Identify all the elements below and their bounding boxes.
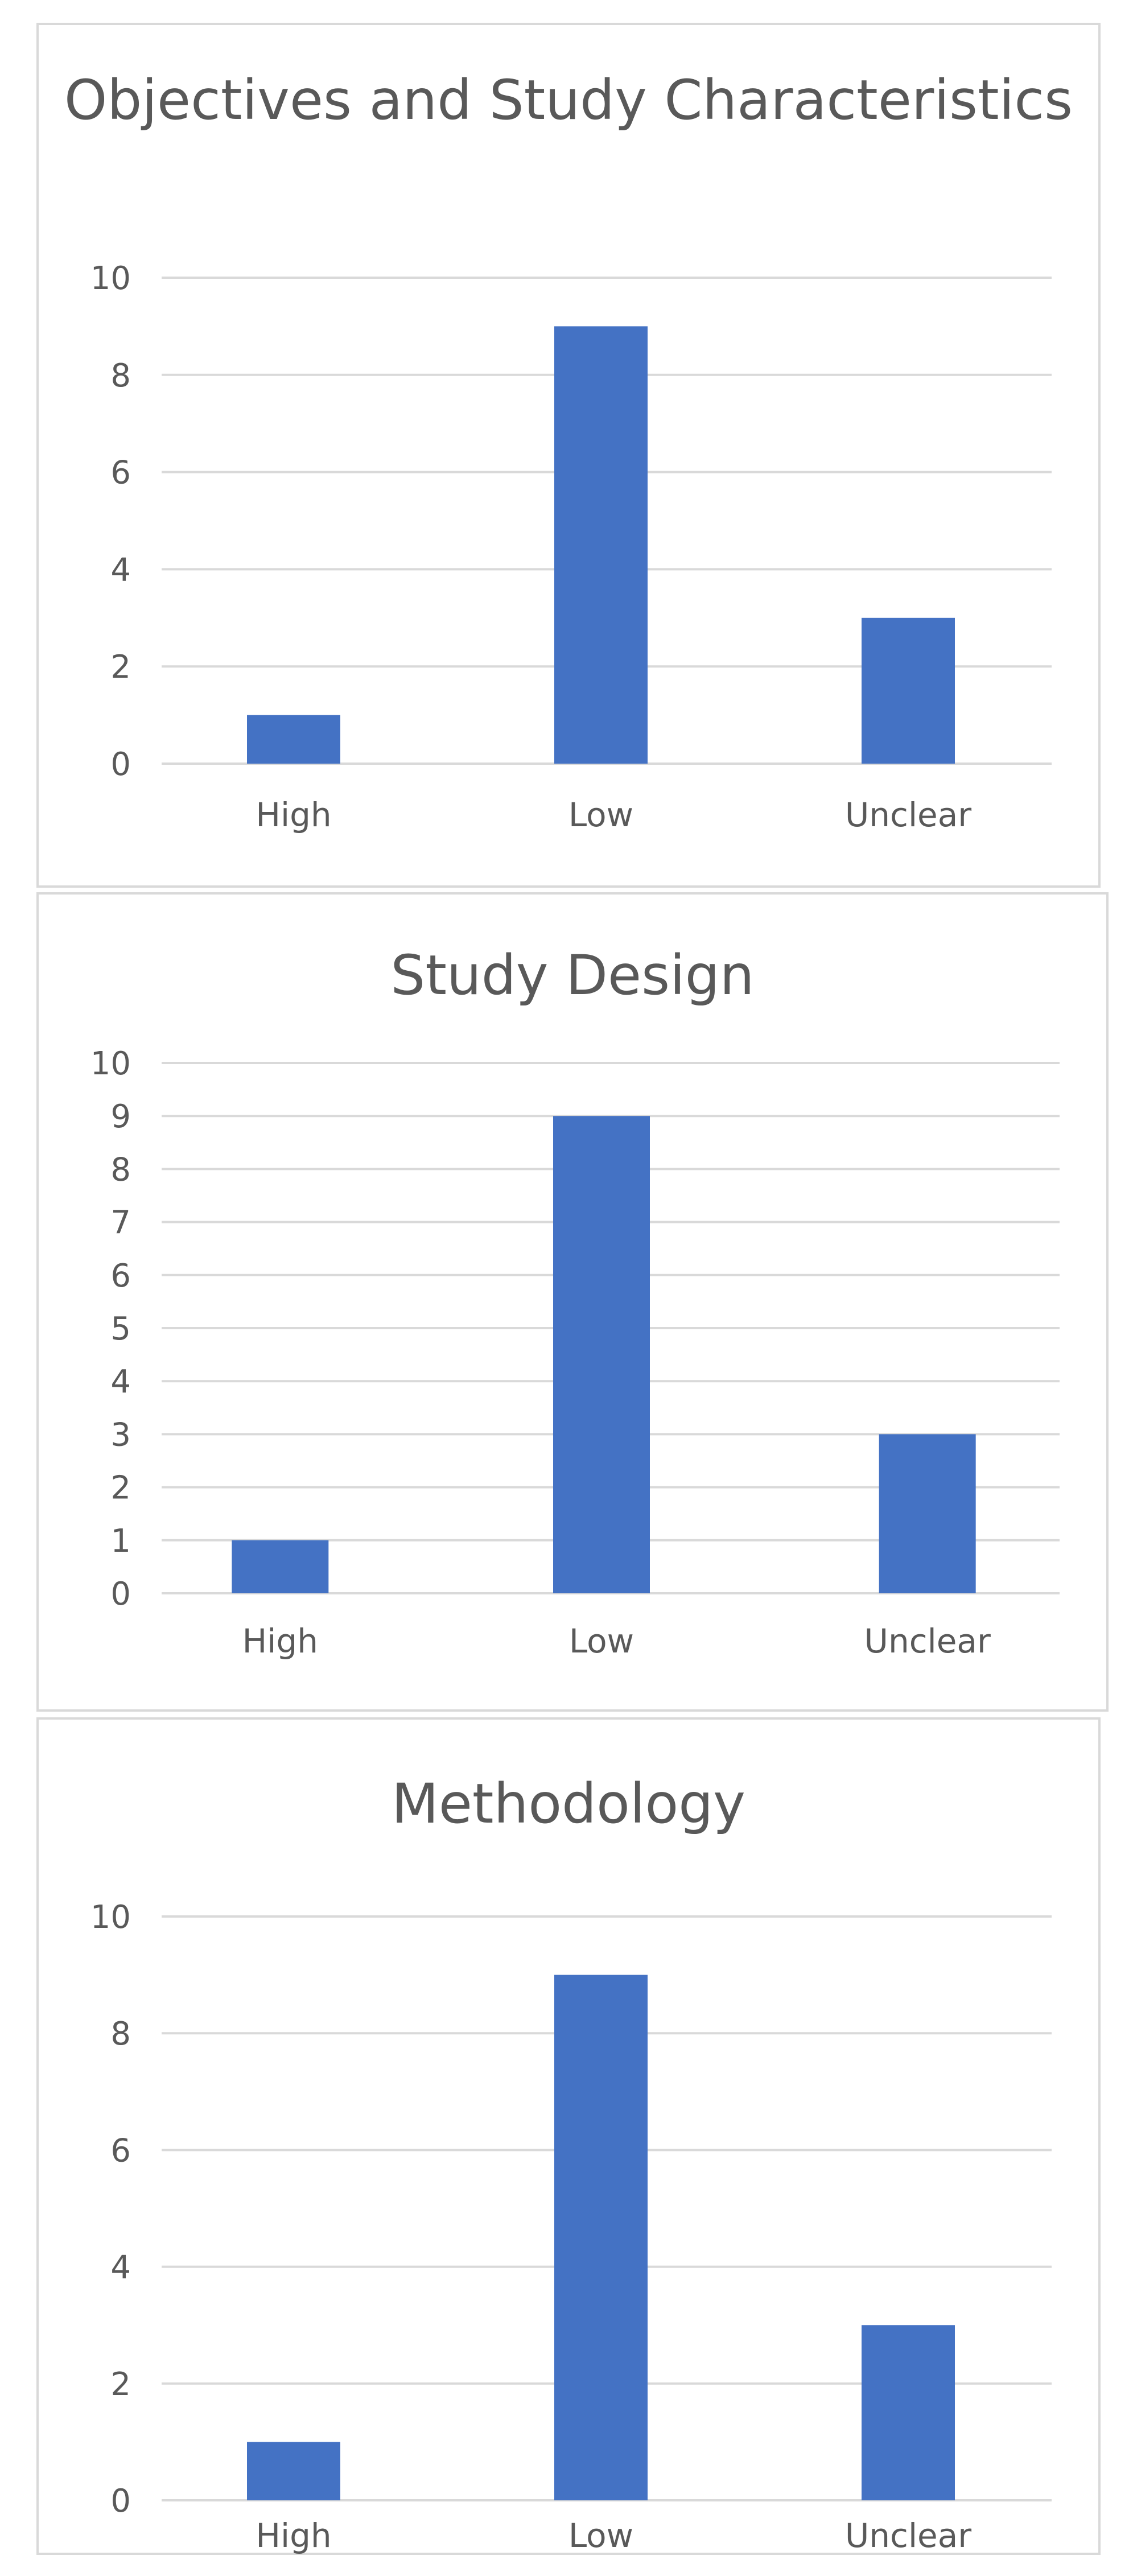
y-tick-label: 9 [110,1098,131,1135]
y-tick-label: 2 [110,1470,131,1507]
chart-panel-methodology: Methodology 0 2 4 6 8 10 High Low Unclear [36,1717,1101,2555]
y-tick-label: 10 [90,1899,131,1936]
y-tick-label: 0 [110,1576,131,1613]
bar-unclear [862,617,955,764]
y-tick-label: 10 [90,260,131,297]
bar-unclear [862,2325,955,2500]
x-category-label: Unclear [864,1622,991,1660]
bar-high [247,2442,340,2500]
x-category-label: Low [568,796,633,834]
chart-title: Methodology [392,1772,745,1836]
bar-low [554,1975,648,2500]
bar-chart-methodology: 0 2 4 6 8 10 High Low Unclear [90,1899,1052,2555]
y-tick-label: 8 [110,1151,131,1188]
bar-low [553,1116,650,1593]
y-tick-label: 4 [110,2249,131,2286]
x-category-label: Unclear [845,796,971,834]
chart-title: Study Design [390,943,755,1007]
bar-chart-objectives: 0 2 4 6 8 10 High Low Unclear [90,260,1052,834]
y-tick-label: 8 [110,2016,131,2052]
x-category-label: Unclear [845,2516,971,2555]
bar-unclear [879,1434,976,1593]
bar-high [232,1540,329,1593]
y-tick-label: 10 [90,1045,131,1082]
y-tick-label: 2 [110,649,131,686]
chart-title: Objectives and Study Characteristics [64,68,1073,132]
x-category-label: High [256,2516,331,2555]
y-tick-label: 6 [110,1258,131,1295]
y-tick-label: 0 [110,2483,131,2520]
y-tick-label: 6 [110,2132,131,2169]
y-tick-label: 6 [110,455,131,492]
x-category-label: High [256,796,331,834]
bar-high [247,715,340,764]
y-tick-label: 2 [110,2366,131,2403]
y-tick-label: 3 [110,1416,131,1453]
y-tick-label: 8 [110,357,131,394]
y-tick-label: 4 [110,1363,131,1400]
y-tick-label: 5 [110,1310,131,1347]
chart-panel-objectives: Objectives and Study Characteristics 0 2 4… [36,23,1101,888]
x-category-label: High [242,1622,318,1660]
y-tick-label: 4 [110,551,131,588]
bar-low [554,326,648,764]
y-tick-label: 1 [110,1523,131,1560]
x-category-label: Low [568,2516,633,2555]
bar-chart-study-design: 0 1 2 3 4 5 6 7 8 9 10 High Low Unclear [90,1045,1060,1660]
y-tick-label: 0 [110,746,131,783]
chart-panel-study-design: Study Design 0 1 2 3 4 5 6 7 8 9 10 High Low Unclear [36,892,1109,1712]
x-category-label: Low [569,1622,634,1660]
y-tick-label: 7 [110,1205,131,1242]
